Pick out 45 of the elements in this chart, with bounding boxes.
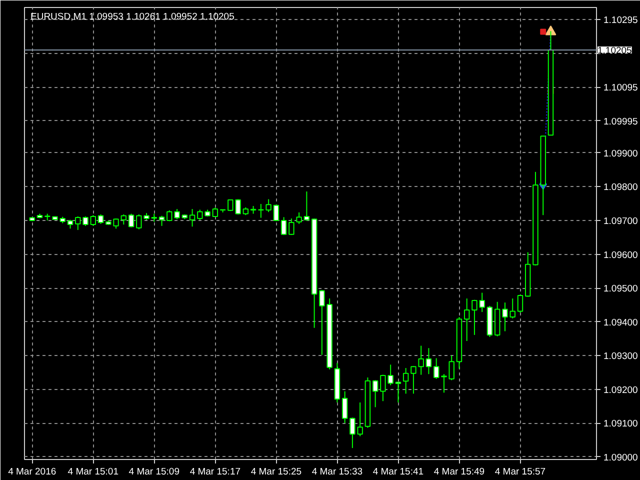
candlestick [189,208,196,228]
y-tick-label: 1.09900 [604,148,638,160]
candlestick [296,212,302,224]
candlestick [426,348,432,375]
candlestick [464,298,470,342]
candlestick [120,214,127,226]
candlestick [410,365,416,394]
x-tick-label: 4 Mar 15:25 [250,466,302,478]
candlestick [273,204,280,222]
text: EURUSD,M1 1.09953 1.10261 1.09952 1.10205 [30,12,234,22]
y-tick-label: 1.10095 [604,82,638,94]
candlestick [418,345,424,376]
y-tick-label: 1.09500 [604,284,638,295]
candlestick [158,215,165,226]
y-tick-label: 1.09995 [604,116,638,128]
candlestick [402,368,409,394]
y-tick-label: 1.09000 [604,452,638,464]
x-tick-label: 4 Mar 15:57 [494,466,546,478]
candlestick [304,190,310,222]
y-tick-label: 1.09200 [604,384,638,396]
x-tick-label: 4 Mar 15:33 [312,466,363,478]
candlestick [90,214,96,226]
x-tick-label: 4 Mar 15:09 [128,466,180,478]
x-tick-label: 4 Mar 15:01 [68,466,118,478]
x-tick-label: 4 Mar 15:41 [372,466,424,478]
candlestick [342,390,348,424]
candlestick [372,380,378,408]
x-tick-label: 4 Mar 15:17 [190,466,241,478]
y-tick-label: 1.09300 [604,351,638,362]
candlestick [98,214,104,224]
x-tick-label: 4 Mar 15:49 [434,466,485,478]
y-tick-label: 1.09400 [604,317,638,328]
candlestick [517,294,524,314]
candlestick [395,381,402,403]
y-tick-label: 1.09700 [604,216,638,228]
y-tick-label: 1.10295 [604,15,638,26]
candlestick [433,358,440,380]
candlestick [288,218,294,236]
candlestick [280,216,287,236]
x-tick-label: 4 Mar 2016 [8,466,56,478]
y-tick-label: 1.09600 [604,250,638,261]
y-tick-label: 1.09100 [604,418,638,430]
ref-line-label: 1.10205 [598,46,632,57]
candlestick [128,213,134,228]
y-tick-label: 1.09800 [604,182,638,194]
